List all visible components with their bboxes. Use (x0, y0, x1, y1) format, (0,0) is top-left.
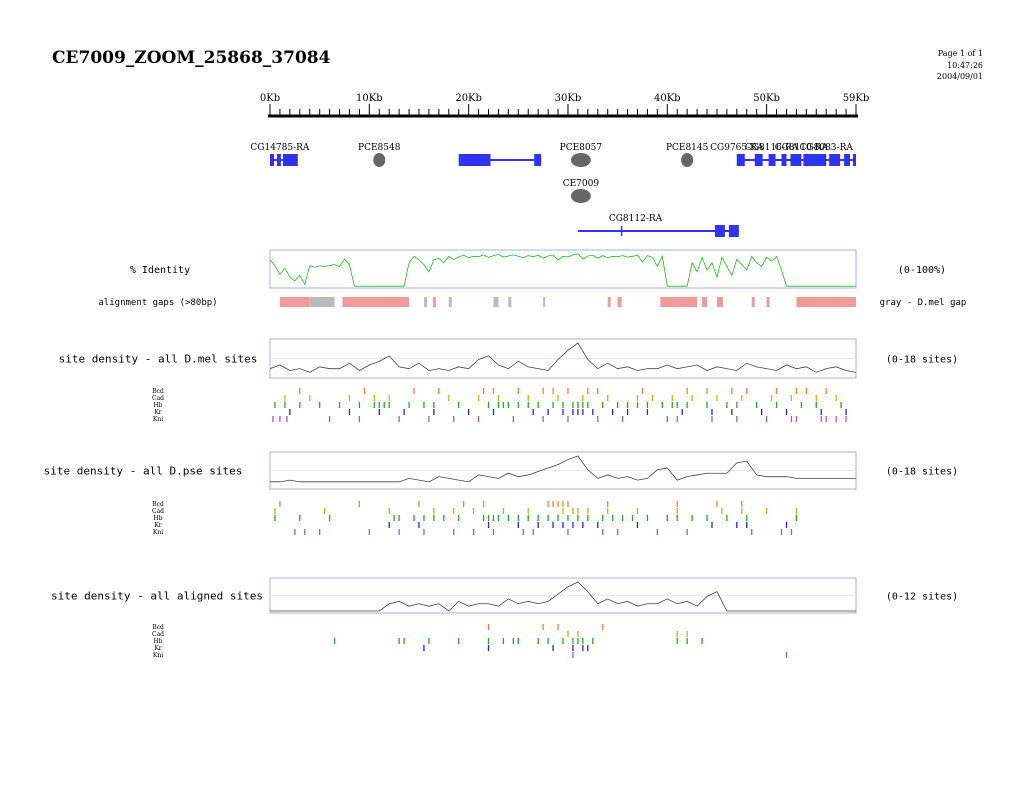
gene-exon (458, 154, 491, 166)
enhancer-marker (570, 153, 591, 167)
feature-label: PCE8057 (560, 143, 603, 153)
tf-track-label: Bcd (152, 624, 164, 631)
alignment-gap-segment (508, 297, 512, 307)
tf-track-label: Kni (153, 652, 163, 659)
gene-exon (736, 154, 745, 166)
page-number: Page 1 of 1 (937, 49, 983, 58)
gene-exon (803, 154, 827, 166)
ruler-tick-label: 20Kb (455, 93, 482, 104)
alignment-gap-segment (607, 297, 611, 307)
tf-track-label: Kni (153, 529, 163, 536)
feature-label: PCE8145 (666, 143, 709, 153)
gene-exon (534, 154, 542, 166)
density-label: site density - all aligned sites (51, 590, 263, 603)
density-line (270, 581, 856, 612)
tf-track-label: Kr (154, 645, 161, 652)
ruler-tick-label: 59Kb (843, 93, 870, 104)
tf-track-label: Hb (153, 402, 162, 409)
alignment-gaps-legend: gray - D.mel gap (880, 298, 967, 308)
identity-frame (269, 249, 857, 289)
enhancer-marker (570, 189, 591, 203)
alignment-gap-segment (309, 297, 335, 307)
feature-label: CG14785-RA (250, 143, 310, 153)
alignment-gap-segment (432, 297, 436, 307)
identity-line (269, 253, 856, 287)
tf-track-label: Cad (152, 395, 164, 402)
alignment-gap-segment (493, 297, 499, 307)
ruler-tick-label: 10Kb (356, 93, 383, 104)
alignment-gap-segment (716, 297, 723, 307)
tf-track-label: Kni (153, 416, 163, 423)
gene-exon (276, 154, 281, 166)
density-range-label: (0-18 sites) (886, 355, 958, 366)
identity-range-label: (0-100%) (898, 265, 946, 276)
timestamp-time: 10:47:26 (947, 61, 983, 70)
tf-track-label: Cad (152, 508, 164, 515)
gene-exon (853, 154, 856, 166)
alignment-gap-segment (448, 297, 452, 307)
alignment-gap-segment (423, 297, 427, 307)
gene-exon (714, 225, 725, 237)
enhancer-marker (373, 153, 386, 167)
alignment-gap-segment (617, 297, 622, 307)
alignment-gap-segment (766, 297, 770, 307)
alignment-gap-segment (342, 297, 402, 307)
ruler-tick-label: 30Kb (555, 93, 582, 104)
feature-label: CG8116-RA (745, 143, 799, 153)
feature-label: CG8112-RA (609, 214, 663, 224)
page-title: CE7009_ZOOM_25868_37084 (52, 48, 331, 68)
alignment-gap-segment (401, 297, 410, 307)
feature-label: CG9765-RA (710, 143, 764, 153)
alignment-gap-segment (751, 297, 755, 307)
feature-label: CG8110-RA (775, 143, 829, 153)
feature-label: PCE8548 (358, 143, 401, 153)
density-range-label: (0-12 sites) (886, 592, 958, 603)
gene-exon (790, 154, 802, 166)
tf-track-label: Hb (153, 515, 162, 522)
tf-track-label: Kr (154, 522, 161, 529)
gene-exon (754, 154, 763, 166)
gene-exon (728, 225, 739, 237)
gene-exon (768, 154, 776, 166)
ruler-tick-label: 0Kb (260, 93, 280, 104)
tf-track-label: Cad (152, 631, 164, 638)
density-range-label: (0-18 sites) (886, 467, 958, 478)
feature-label: CG8083-RA (800, 143, 854, 153)
density-line (269, 342, 857, 373)
gene-exon (781, 154, 787, 166)
density-line (270, 455, 856, 483)
ruler-tick-label: 50Kb (753, 93, 780, 104)
tf-track-label: Kr (154, 409, 161, 416)
density-label: site density - all D.mel sites (59, 353, 258, 366)
alignment-gap-segment (279, 297, 310, 307)
tf-track-label: Bcd (152, 388, 164, 395)
timestamp-date: 2004/09/01 (936, 72, 983, 81)
gene-exon (829, 154, 841, 166)
gene-exon (844, 154, 851, 166)
alignment-gap-segment (702, 297, 708, 307)
alignment-gap-segment (543, 297, 546, 307)
feature-label: CE7009 (563, 179, 600, 189)
enhancer-marker (681, 153, 694, 167)
tf-track-label: Hb (153, 638, 162, 645)
tf-track-label: Bcd (152, 501, 164, 508)
alignment-gaps-label: alignment gaps (>80bp) (98, 298, 217, 308)
identity-label: % Identity (130, 265, 190, 276)
alignment-gap-segment (660, 297, 698, 307)
density-label: site density - all D.pse sites (44, 465, 243, 478)
gene-exon (282, 154, 298, 166)
alignment-gap-segment (796, 297, 856, 307)
gene-exon (270, 154, 274, 166)
ruler-tick-label: 40Kb (654, 93, 681, 104)
